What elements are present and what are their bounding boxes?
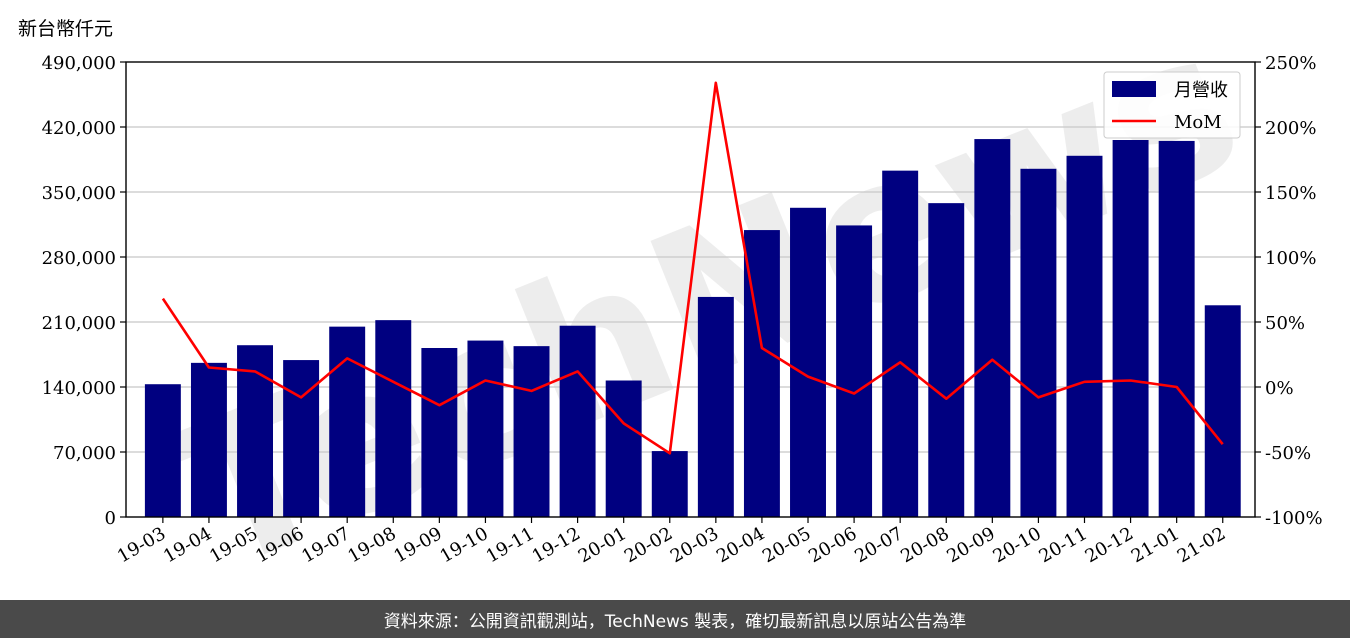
legend-label-mom: MoM [1174, 112, 1222, 133]
right-tick-label: 50% [1265, 313, 1305, 334]
right-tick-label: 0% [1265, 378, 1294, 399]
x-tick-label: 21-02 [1174, 523, 1229, 567]
left-tick-label: 0 [105, 508, 116, 529]
revenue-bar [1112, 140, 1149, 517]
revenue-bar [928, 203, 965, 517]
revenue-bar [882, 170, 919, 517]
revenue-bar [513, 346, 550, 517]
plot-frame [125, 61, 1256, 518]
right-tick-label: 200% [1265, 118, 1316, 139]
revenue-bar [375, 320, 412, 517]
x-tick-label: 21-01 [1128, 523, 1183, 567]
revenue-bar [790, 207, 826, 518]
revenue-bar [467, 340, 504, 517]
unit-label: 新台幣仟元 [18, 18, 114, 40]
x-tick-label: 20-12 [1082, 523, 1137, 567]
right-tick-label: 100% [1265, 248, 1316, 269]
revenue-bar [1158, 140, 1195, 517]
x-tick-label: 20-11 [1036, 523, 1091, 567]
revenue-bar [237, 345, 274, 517]
left-tick-label: 70,000 [53, 443, 116, 464]
footer-source-note: 資料來源：公開資訊觀測站，TechNews 製表，確切最新訊息以原站公告為準 [0, 600, 1350, 638]
right-tick-label: 250% [1265, 53, 1316, 74]
revenue-bar [190, 362, 227, 517]
left-tick-label: 420,000 [42, 118, 116, 139]
revenue-bar [144, 384, 181, 517]
x-tick-label: 20-04 [713, 523, 768, 567]
chart-area: TechNews 070,000140,000210,000280,000350… [42, 0, 1323, 617]
revenue-bar [605, 380, 642, 517]
mom-line-layer [161, 81, 1224, 455]
x-tick-label: 20-09 [943, 523, 998, 567]
revenue-bar [283, 360, 320, 517]
revenue-bar [329, 326, 366, 517]
revenue-bar [421, 348, 458, 517]
left-tick-label: 490,000 [42, 53, 116, 74]
footer-text: 資料來源：公開資訊觀測站，TechNews 製表，確切最新訊息以原站公告為準 [383, 611, 967, 632]
x-tick-label: 20-05 [759, 523, 814, 567]
revenue-bar [697, 296, 734, 517]
x-tick-label: 20-01 [575, 523, 630, 567]
revenue-bar [836, 225, 873, 517]
left-tick-label: 280,000 [42, 248, 116, 269]
revenue-bar [651, 451, 688, 517]
revenue-bar [559, 325, 596, 517]
revenue-bar [1066, 155, 1103, 518]
legend-label-revenue: 月營收 [1174, 80, 1228, 101]
x-tick-label: 20-07 [851, 523, 906, 567]
x-tick-label: 19-03 [114, 523, 169, 567]
bar-layer [144, 139, 1241, 518]
right-tick-label: -50% [1265, 443, 1311, 464]
x-tick-label: 20-06 [805, 523, 860, 567]
x-tick-label: 20-02 [621, 523, 676, 567]
right-tick-label: 150% [1265, 183, 1316, 204]
revenue-bar [1020, 168, 1057, 518]
revenue-bar [974, 139, 1011, 518]
revenue-chart: TechNews 070,000140,000210,000280,000350… [42, 0, 1323, 617]
x-tick-label: 20-08 [897, 523, 952, 567]
revenue-bar [1204, 305, 1241, 517]
left-tick-label: 210,000 [42, 313, 116, 334]
x-tick-label: 19-12 [529, 523, 584, 567]
x-tick-label: 19-04 [160, 523, 215, 567]
legend: 月營收 MoM [1103, 71, 1241, 139]
x-tick-label: 20-03 [667, 523, 722, 567]
legend-swatch-revenue [1112, 81, 1156, 97]
left-tick-label: 350,000 [42, 183, 116, 204]
x-tick-label: 19-11 [483, 523, 538, 567]
mom-line [161, 81, 1224, 455]
right-tick-label: -100% [1265, 508, 1323, 529]
x-tick-label: 20-10 [989, 523, 1044, 567]
left-tick-label: 140,000 [42, 378, 116, 399]
